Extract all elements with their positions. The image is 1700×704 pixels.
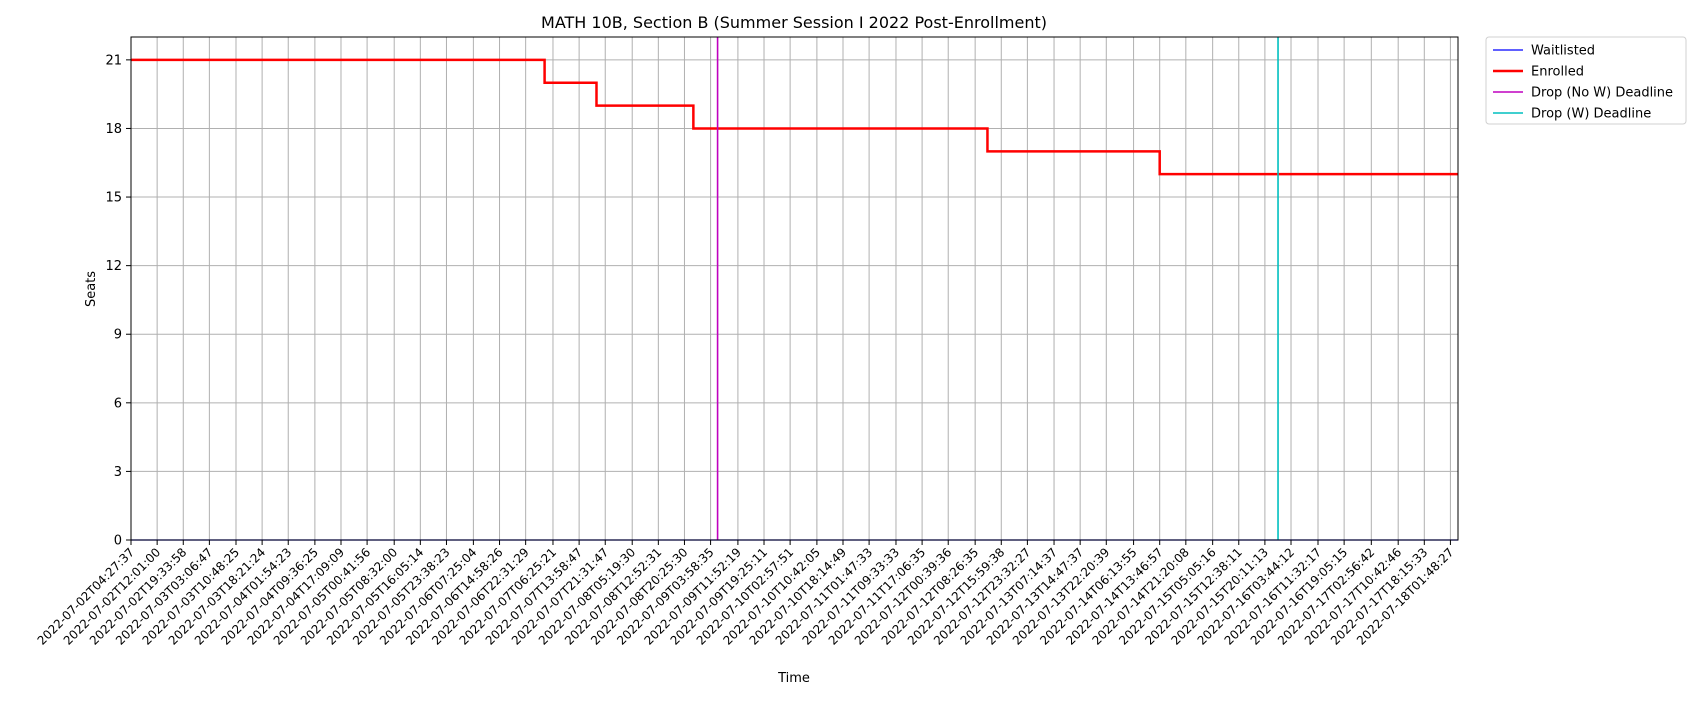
legend-box	[1485, 36, 1687, 125]
series-line-enrolled	[131, 58, 1458, 176]
x-axis-label: Time	[777, 671, 810, 686]
y-tick-label: 0	[114, 534, 122, 549]
y-tick-label: 21	[105, 53, 122, 68]
y-tick-label: 9	[114, 328, 122, 343]
y-axis-label: Seats	[84, 271, 99, 307]
legend-label: Drop (No W) Deadline	[1531, 86, 1673, 101]
y-tick-label: 6	[114, 396, 122, 411]
legend: Waitlisted Enrolled Drop (No W) Deadline Dr…	[1485, 36, 1687, 125]
legend-label: Enrolled	[1531, 65, 1584, 80]
legend-label: Waitlisted	[1531, 44, 1595, 59]
y-tick-label: 18	[105, 122, 122, 137]
y-tick-label: 12	[105, 259, 122, 274]
legend-label: Drop (W) Deadline	[1531, 107, 1651, 122]
plot-frame	[130, 36, 1459, 541]
y-tick-label: 3	[114, 465, 122, 480]
chart-title: MATH 10B, Section B (Summer Session I 20…	[541, 13, 1047, 32]
y-tick-label: 15	[105, 191, 122, 206]
